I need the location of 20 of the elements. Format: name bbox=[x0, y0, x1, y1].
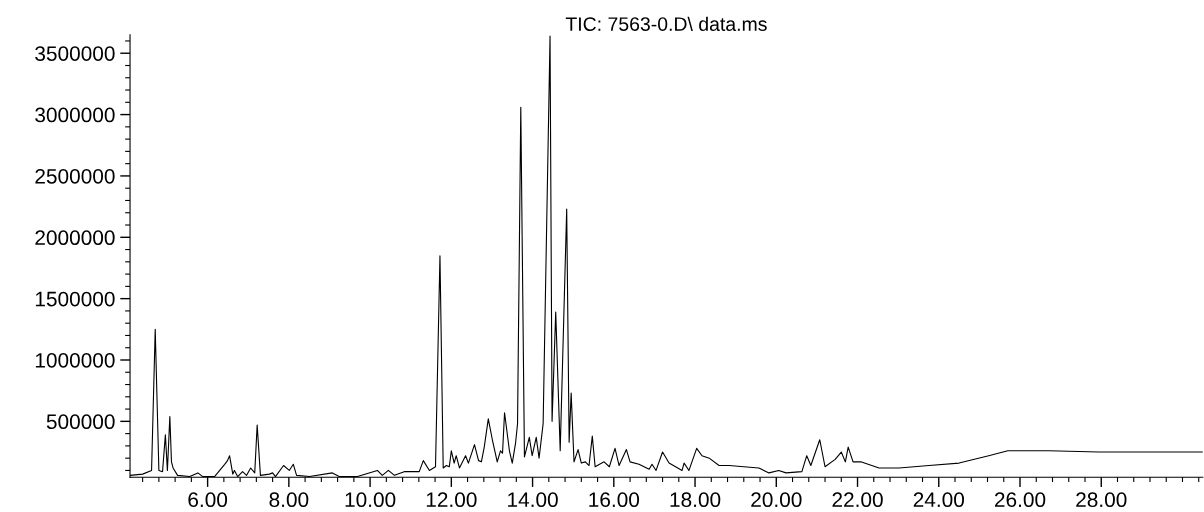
y-tick-label: 3500000 bbox=[35, 46, 115, 61]
y-tick-label: 2500000 bbox=[35, 168, 115, 184]
x-tick-label: 16.00 bbox=[589, 492, 640, 508]
y-tick-label: 1500000 bbox=[35, 291, 115, 307]
x-tick-label: 6.00 bbox=[188, 492, 228, 508]
x-tick-label: 10.00 bbox=[345, 492, 396, 508]
x-tick-label: 24.00 bbox=[913, 492, 965, 508]
x-tick-label: 28.00 bbox=[1076, 492, 1127, 508]
x-tick-label: 18.00 bbox=[670, 492, 721, 508]
x-tick-label: 14.00 bbox=[508, 492, 558, 508]
x-tick-label: 12.00 bbox=[426, 492, 477, 508]
x-tick-label: 8.00 bbox=[269, 492, 309, 508]
y-tick-label: 2000000 bbox=[35, 230, 115, 246]
chart-title: TIC: 7563-0.D\ data.ms bbox=[565, 16, 767, 31]
y-tick-label: 500000 bbox=[46, 414, 115, 430]
x-tick-label: 26.00 bbox=[994, 492, 1046, 508]
y-tick-label: 3000000 bbox=[35, 107, 115, 123]
y-tick-label: 1000000 bbox=[35, 353, 115, 368]
x-tick-label: 22.00 bbox=[832, 492, 883, 508]
x-tick-label: 20.00 bbox=[751, 492, 802, 508]
